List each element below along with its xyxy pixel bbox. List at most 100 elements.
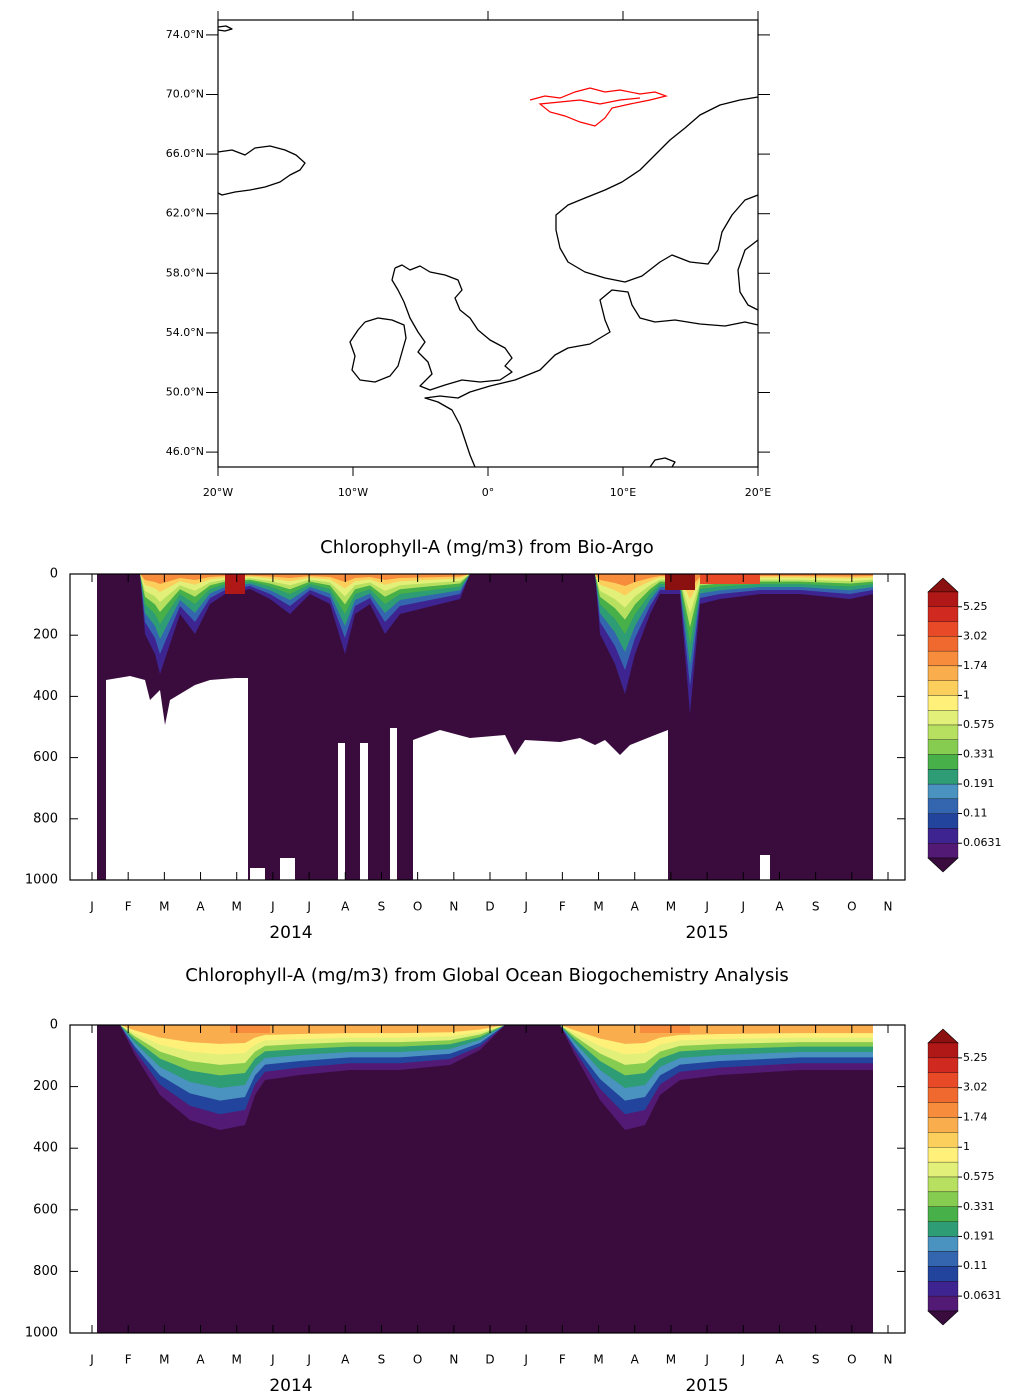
- colorbar-label: 0.11: [963, 807, 988, 820]
- colorbar-label: 0.11: [963, 1259, 988, 1272]
- colorbar-label: 0.191: [963, 1229, 995, 1242]
- x-tick-label: M: [666, 900, 676, 914]
- coastline: [217, 145, 306, 196]
- x-tick-label: M: [593, 900, 603, 914]
- chart-title: Chlorophyll-A (mg/m3) from Bio-Argo: [320, 537, 654, 558]
- colorbar-band: [927, 680, 959, 696]
- x-tick-label: 20°E: [745, 486, 771, 499]
- year-label: 2014: [269, 923, 312, 943]
- coastline: [555, 96, 759, 283]
- x-tick-label: N: [884, 900, 893, 914]
- missing-data: [390, 728, 397, 880]
- colorbar-band: [927, 1042, 959, 1059]
- colorbar-band: [927, 1132, 959, 1148]
- colorbar-band: [927, 783, 959, 800]
- colorbar-band: [927, 843, 959, 859]
- coastline: [737, 239, 759, 311]
- colorbar-label: 0.575: [963, 1170, 995, 1183]
- colorbar-band: [927, 1117, 959, 1133]
- x-tick-label: 10°W: [338, 486, 368, 499]
- colorbar-band: [927, 710, 959, 726]
- colorbar-band: [927, 591, 959, 607]
- colorbar-label: 0.575: [963, 718, 995, 731]
- colorbar-label: 1.74: [963, 659, 988, 672]
- coastline: [349, 317, 407, 383]
- x-tick-label: J: [89, 1353, 94, 1367]
- colorbar-band: [927, 828, 959, 844]
- colorbar-band: [927, 695, 959, 711]
- colorbar-band: [927, 636, 959, 652]
- x-tick-label: M: [232, 900, 242, 914]
- x-tick-label: J: [89, 900, 94, 914]
- x-tick-label: D: [485, 900, 494, 914]
- colorbar-band: [927, 1251, 959, 1267]
- x-tick-label: A: [196, 900, 205, 914]
- colorbar-band: [927, 606, 959, 622]
- x-tick-label: J: [740, 1353, 745, 1367]
- field-contour: [640, 1025, 690, 1033]
- y-tick-label: 0: [50, 567, 58, 582]
- colorbar-label: 3.02: [963, 629, 988, 642]
- x-tick-label: F: [125, 900, 132, 914]
- x-tick-label: S: [812, 900, 820, 914]
- x-tick-label: J: [523, 900, 528, 914]
- x-tick-label: J: [523, 1353, 528, 1367]
- missing-data: [338, 743, 345, 880]
- x-tick-label: S: [378, 900, 386, 914]
- colorbar-band: [927, 813, 959, 829]
- y-tick-label: 50.0°N: [166, 386, 204, 399]
- coastline: [217, 25, 233, 32]
- x-tick-label: J: [704, 900, 709, 914]
- x-tick-label: S: [378, 1353, 386, 1367]
- plot-frame: [69, 1024, 906, 1334]
- coastline: [424, 289, 759, 468]
- x-tick-label: O: [847, 1353, 856, 1367]
- colorbar-cap: [927, 857, 959, 873]
- missing-data: [250, 868, 265, 880]
- coastline: [391, 264, 513, 391]
- year-label: 2015: [685, 1376, 728, 1396]
- colorbar-band: [927, 1102, 959, 1118]
- y-tick-label: 800: [33, 811, 58, 826]
- x-tick-label: M: [159, 1353, 169, 1367]
- x-tick-label: M: [666, 1353, 676, 1367]
- year-label: 2015: [685, 923, 728, 943]
- x-tick-label: M: [159, 900, 169, 914]
- missing-data: [106, 676, 248, 880]
- y-tick-label: 400: [33, 689, 58, 704]
- x-tick-label: J: [704, 1353, 709, 1367]
- y-tick-label: 600: [33, 1202, 58, 1217]
- y-tick-label: 0: [50, 1018, 58, 1033]
- colorbar-label: 1: [963, 1140, 970, 1153]
- y-tick-label: 200: [33, 1079, 58, 1094]
- chart-title: Chlorophyll-A (mg/m3) from Global Ocean …: [185, 965, 789, 986]
- y-tick-label: 54.0°N: [166, 326, 204, 339]
- x-tick-label: O: [847, 900, 856, 914]
- x-tick-label: A: [196, 1353, 205, 1367]
- colorbar-band: [927, 1057, 959, 1073]
- x-tick-label: F: [559, 1353, 566, 1367]
- x-tick-label: A: [341, 1353, 350, 1367]
- missing-data: [760, 855, 770, 880]
- field-contour: [120, 1025, 505, 1044]
- coastline: [649, 457, 676, 468]
- field-contour: [225, 574, 245, 594]
- y-tick-label: 74.0°N: [166, 28, 204, 41]
- colorbar-band: [927, 1191, 959, 1207]
- x-tick-label: A: [775, 900, 784, 914]
- colorbar-band: [927, 739, 959, 755]
- y-tick-label: 46.0°N: [166, 445, 204, 458]
- x-tick-label: A: [631, 900, 640, 914]
- x-tick-label: J: [306, 900, 311, 914]
- colorbar-band: [927, 769, 959, 785]
- colorbar-label: 0.331: [963, 1200, 995, 1213]
- x-tick-label: J: [270, 1353, 275, 1367]
- x-tick-label: 10°E: [610, 486, 636, 499]
- colorbar-label: 5.25: [963, 1051, 988, 1064]
- x-tick-label: 20°W: [203, 486, 233, 499]
- colorbar-label: 0.0631: [963, 836, 1002, 849]
- y-tick-label: 600: [33, 750, 58, 765]
- y-tick-label: 200: [33, 628, 58, 643]
- x-tick-label: A: [631, 1353, 640, 1367]
